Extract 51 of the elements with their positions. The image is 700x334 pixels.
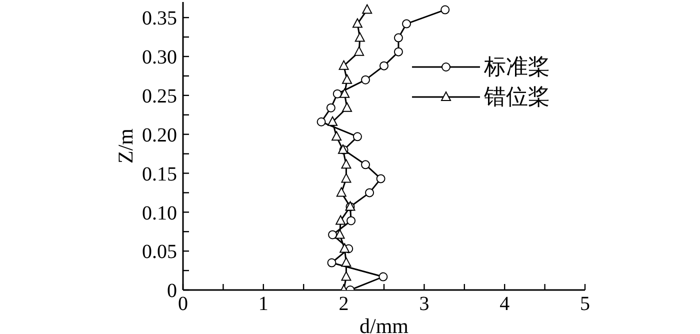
point: [402, 19, 412, 28]
y-tick-label: 0.35: [142, 8, 177, 30]
y-tick-label: 0.25: [142, 86, 177, 108]
x-tick-label: 5: [580, 293, 590, 316]
point: [340, 88, 350, 98]
point: [352, 18, 362, 28]
x-tick-label: 3: [419, 293, 430, 316]
y-tick-label: 0.30: [142, 46, 177, 69]
point: [342, 102, 352, 112]
y-tick-label: 0.15: [142, 163, 177, 186]
point: [354, 32, 365, 42]
legend-label: 标准桨: [484, 53, 550, 81]
point: [361, 75, 370, 84]
point: [332, 89, 342, 98]
point: [328, 230, 338, 240]
point: [334, 229, 345, 239]
point: [338, 60, 349, 70]
y-tick-label: 0.05: [142, 241, 177, 264]
y-axis-title: Z/m: [113, 128, 138, 164]
legend-label: 错位桨: [484, 83, 550, 111]
point: [380, 61, 388, 70]
point: [341, 271, 352, 281]
point: [342, 74, 352, 84]
point: [365, 188, 374, 198]
point: [346, 216, 356, 226]
x-axis-title: d/mm: [359, 314, 409, 334]
point: [378, 272, 388, 282]
point: [328, 116, 338, 126]
point: [440, 5, 450, 14]
point: [327, 258, 336, 268]
point: [361, 160, 370, 170]
point: [352, 132, 362, 142]
point: [326, 103, 336, 112]
point: [336, 215, 346, 225]
point: [341, 257, 352, 267]
point: [376, 174, 386, 184]
point: [394, 33, 403, 42]
y-tick-label: 0.10: [142, 202, 177, 224]
x-tick-label: 1: [258, 293, 268, 316]
y-tick-label: 0.20: [142, 124, 177, 146]
point: [341, 173, 352, 183]
x-tick-label: 2: [338, 293, 349, 316]
point: [332, 131, 342, 141]
point: [316, 117, 326, 126]
point: [336, 187, 346, 197]
x-tick-label: 4: [500, 293, 510, 316]
point: [394, 47, 403, 56]
point: [362, 4, 372, 14]
point: [341, 159, 352, 169]
point: [354, 46, 364, 56]
point: [340, 243, 350, 253]
